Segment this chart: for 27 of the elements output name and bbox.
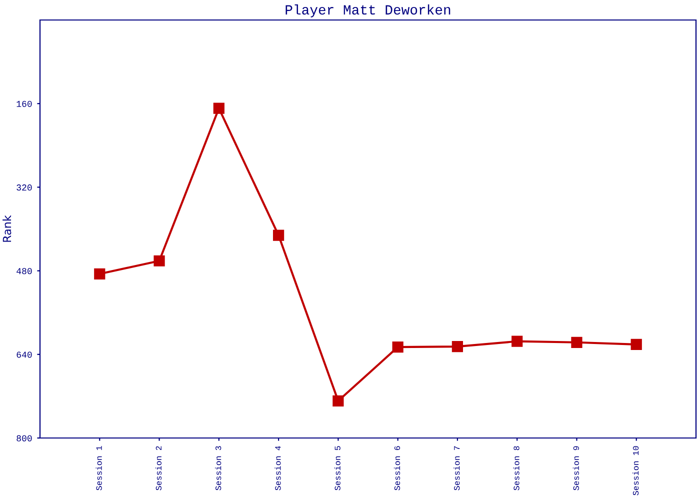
point (571, 336, 582, 348)
y-tick-label: 320 (16, 184, 32, 191)
x-tick-label: Session 3 (215, 446, 222, 490)
point (630, 338, 642, 350)
x-tick-label: Session 2 (155, 446, 162, 490)
point (272, 230, 284, 241)
point (213, 102, 224, 114)
y-axis-title: Rank (2, 215, 12, 242)
y-tick-label: 640 (16, 352, 32, 358)
x-tick-label: Session 6 (394, 446, 400, 490)
x-tick-label: Session 9 (572, 446, 579, 490)
y-tick-label: 160 (16, 100, 32, 107)
x-tick-label: Session 5 (334, 446, 340, 490)
point (332, 395, 344, 406)
chart-title: Player Matt Deworken (286, 4, 450, 18)
y-tick-label: 800 (16, 435, 32, 442)
x-tick-label: Session 8 (513, 446, 520, 490)
point (154, 255, 165, 266)
x-tick-label: Session 1 (96, 446, 102, 490)
point (392, 342, 404, 353)
x-tick-label: Session 7 (454, 446, 460, 490)
point (452, 341, 464, 352)
x-tick-label: Session 10 (632, 446, 639, 496)
point (94, 268, 106, 280)
point (512, 336, 523, 347)
x-tick-label: Session 4 (274, 446, 281, 490)
y-tick-label: 480 (16, 268, 32, 274)
